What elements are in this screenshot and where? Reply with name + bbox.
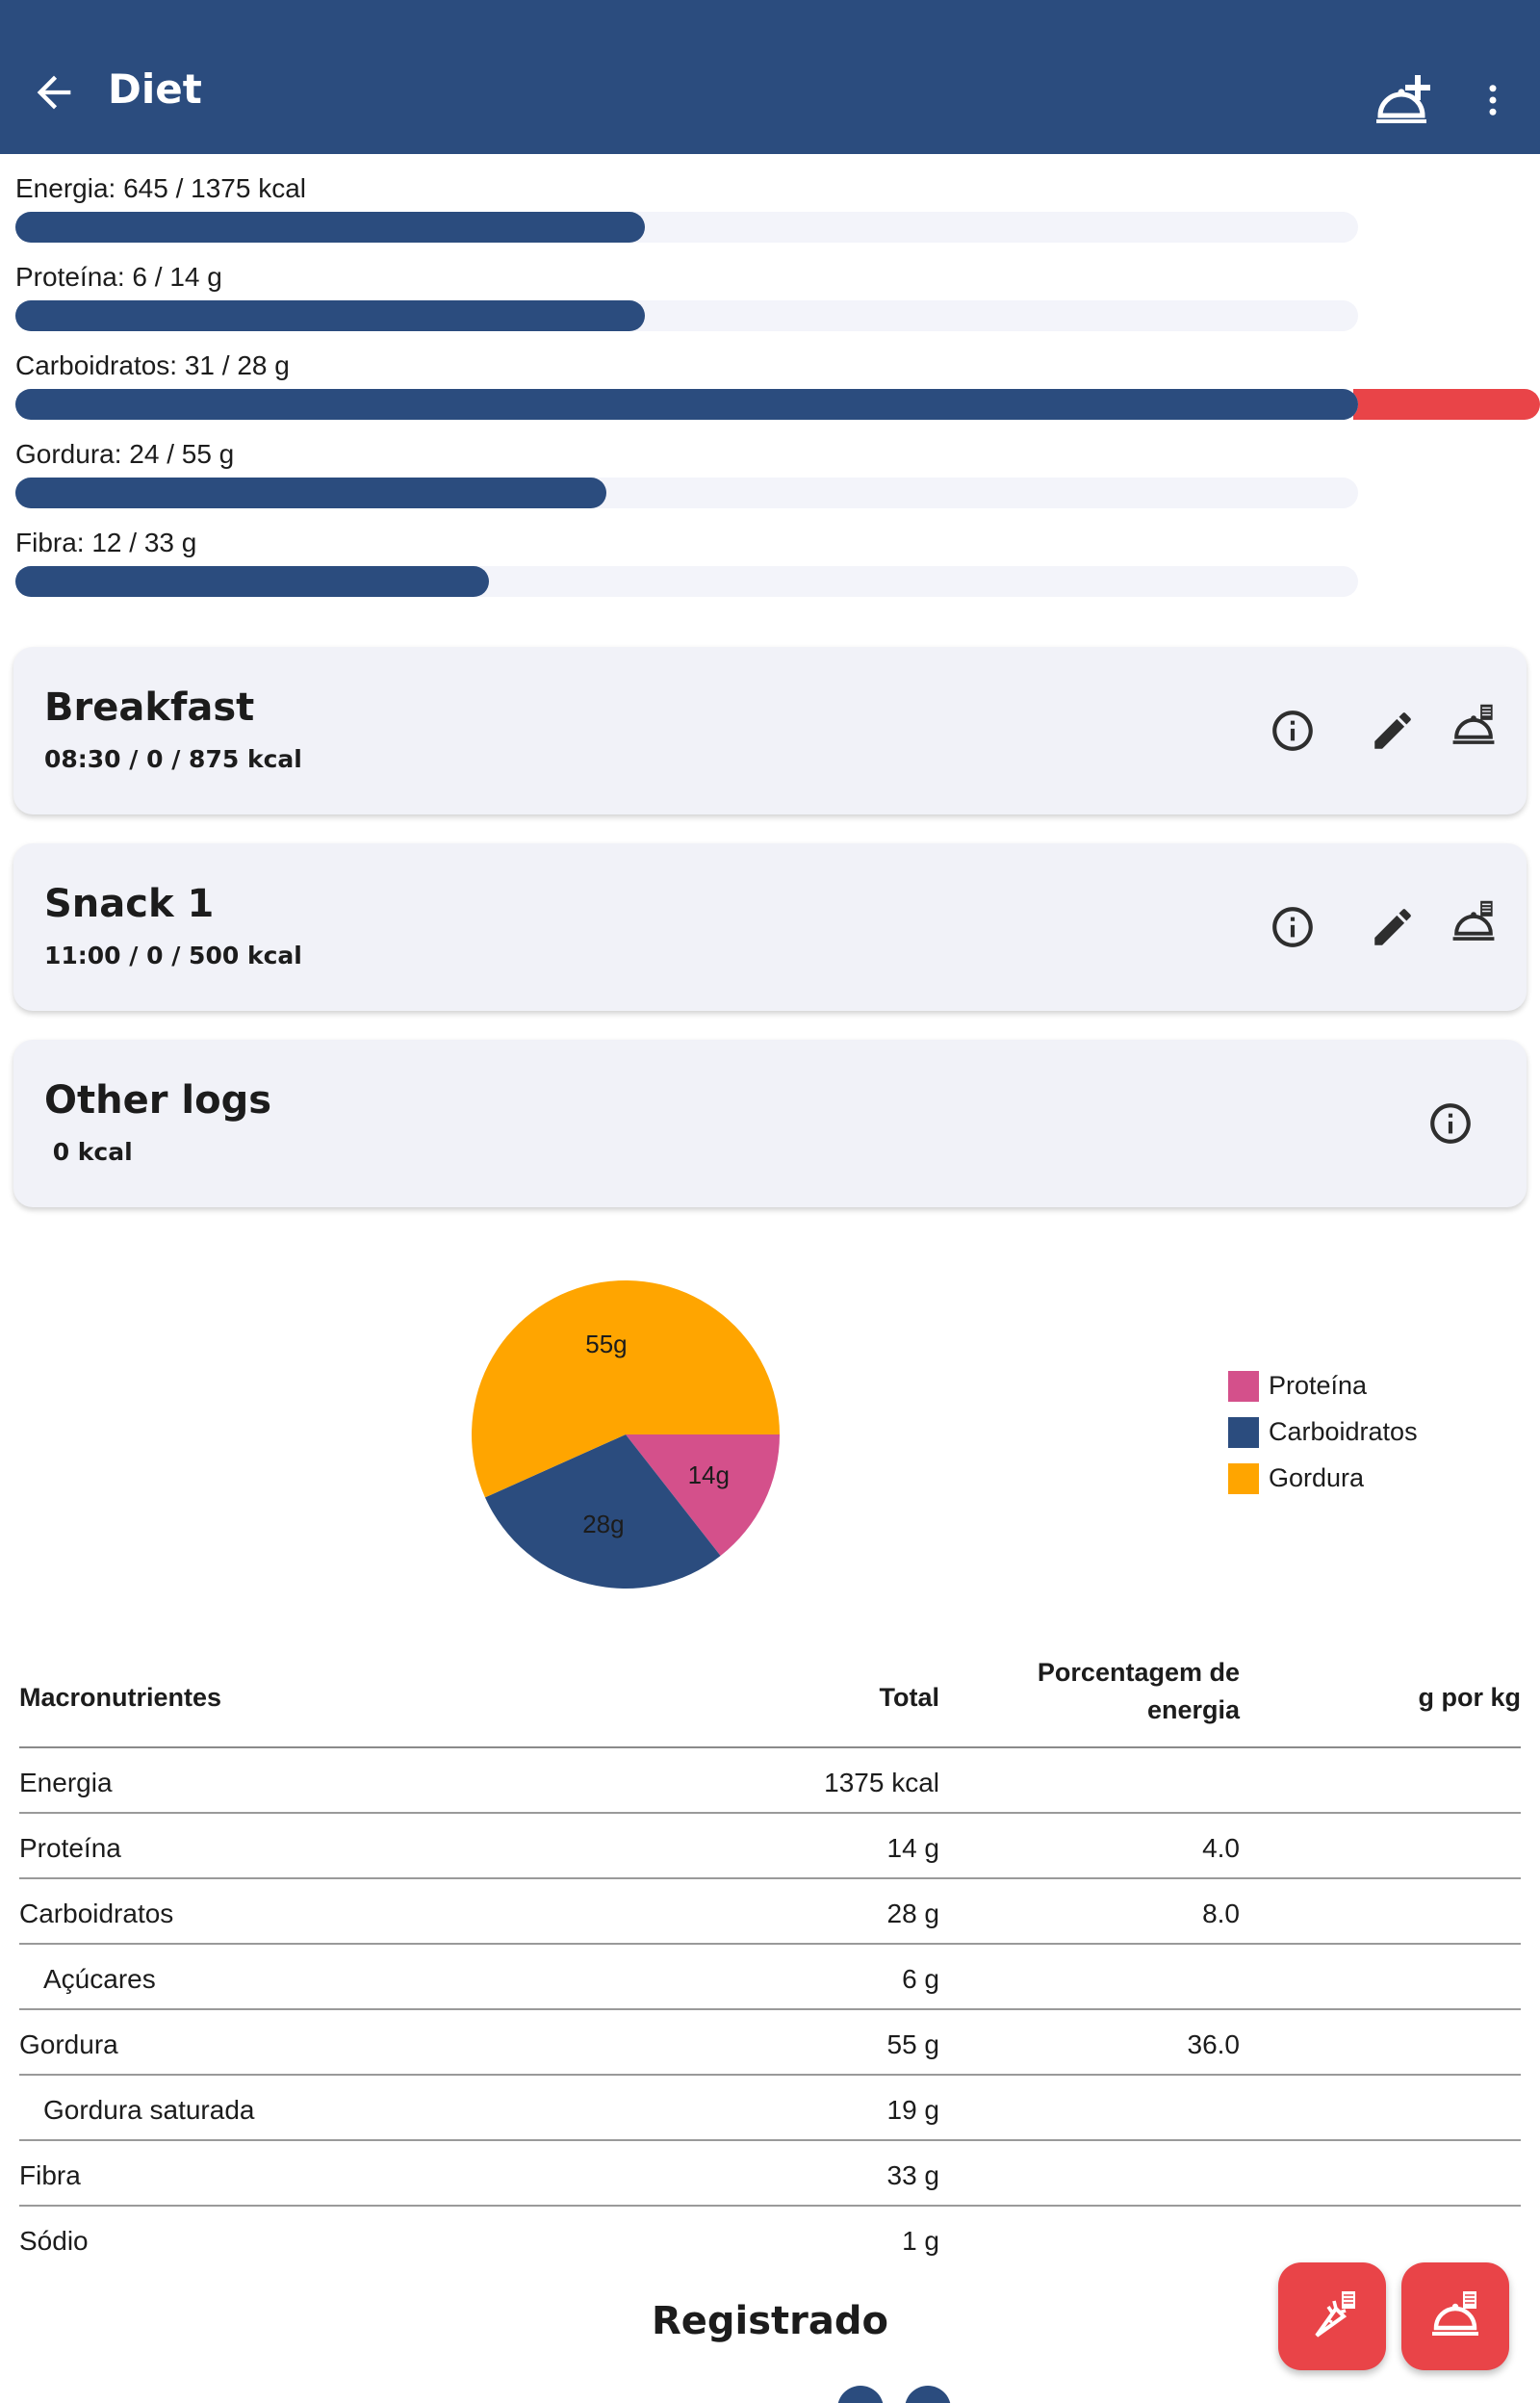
table-row: Carboidratos 28 g 8.0 [19, 1879, 1521, 1945]
progress-track [15, 478, 1358, 508]
progress-track [15, 300, 1358, 331]
header-total: Total [879, 1683, 940, 1712]
log-meal-button[interactable] [1401, 2262, 1509, 2370]
legend-label: Proteína [1269, 1371, 1368, 1400]
row-pct: 8.0 [1202, 1899, 1240, 1928]
add-meal-icon[interactable] [1371, 73, 1432, 131]
progress-overflow [1353, 389, 1540, 420]
legend-label: Carboidratos [1269, 1417, 1418, 1446]
meal-subtitle: 11:00 / 0 / 500 kcal [44, 942, 302, 969]
row-name: Gordura [19, 2029, 118, 2059]
nutrient-progress-list: Energia: 645 / 1375 kcal Proteína: 6 / 1… [15, 169, 1540, 612]
legend-swatch [1228, 1463, 1259, 1494]
meal-subtitle: 08:30 / 0 / 875 kcal [44, 745, 302, 773]
meal-name: Other logs [44, 1078, 272, 1123]
table-row: Açúcares 6 g [19, 1945, 1521, 2010]
pie-slice-label: 55g [585, 1330, 627, 1358]
row-total: 19 g [886, 2095, 940, 2125]
meal-subtitle: 0 kcal [44, 1138, 133, 1166]
logged-item-avatar[interactable] [905, 2386, 951, 2403]
row-pct: 4.0 [1202, 1833, 1240, 1863]
nutrient-bar-energia: Energia: 645 / 1375 kcal [15, 169, 1527, 258]
row-total: 6 g [902, 1964, 939, 1994]
logged-item-avatar[interactable] [837, 2386, 884, 2403]
row-name: Gordura saturada [43, 2095, 255, 2125]
row-total: 33 g [886, 2160, 940, 2190]
nutrient-label: Fibra: 12 / 33 g [15, 528, 197, 557]
edit-icon[interactable] [1369, 707, 1417, 755]
header-macronutrientes: Macronutrientes [19, 1683, 222, 1712]
header-g-por-kg: g por kg [1418, 1683, 1522, 1712]
table-row: Fibra 33 g [19, 2141, 1521, 2207]
table-row: Gordura saturada 19 g [19, 2076, 1521, 2141]
progress-fill [15, 300, 645, 331]
nutrient-label: Gordura: 24 / 55 g [15, 439, 235, 469]
nutrient-label: Energia: 645 / 1375 kcal [15, 173, 306, 203]
macro-pie-chart: 14g 28g 55g [472, 1280, 780, 1589]
info-icon[interactable] [1269, 903, 1317, 951]
legend-swatch [1228, 1371, 1259, 1402]
log-meal-icon [1432, 2291, 1478, 2336]
meal-card-breakfast[interactable]: Breakfast 08:30 / 0 / 875 kcal [13, 647, 1527, 814]
edit-icon[interactable] [1369, 903, 1417, 951]
nutrient-label: Proteína: 6 / 14 g [15, 262, 222, 292]
progress-fill [15, 478, 606, 508]
nutrient-bar-gordura: Gordura: 24 / 55 g [15, 435, 1527, 524]
row-total: 28 g [886, 1899, 940, 1928]
pie-slice-carboidratos [484, 1434, 721, 1589]
row-name: Fibra [19, 2160, 81, 2190]
log-meal-icon[interactable] [1450, 899, 1498, 947]
more-vert-icon[interactable] [1473, 75, 1513, 125]
row-name: Proteína [19, 1833, 121, 1863]
nutrient-bar-carboidratos: Carboidratos: 31 / 28 g [15, 347, 1540, 435]
pie-slice-label: 14g [688, 1460, 730, 1489]
row-name: Sódio [19, 2226, 89, 2256]
legend-swatch [1228, 1417, 1259, 1448]
progress-fill [15, 212, 645, 243]
row-total: 55 g [886, 2029, 940, 2059]
row-name: Carboidratos [19, 1899, 174, 1928]
meal-name: Breakfast [44, 685, 255, 730]
page-title: Diet [108, 65, 202, 113]
table-row: Energia 1375 kcal [19, 1748, 1521, 1814]
table-row: Sódio 1 g [19, 2207, 1521, 2272]
pie-slice-protena [626, 1434, 780, 1557]
progress-track [15, 566, 1358, 597]
table-row: Gordura 55 g 36.0 [19, 2010, 1521, 2076]
macro-table: Macronutrientes Total Porcentagem de ene… [19, 1648, 1521, 2272]
header-porcentagem: Porcentagem de energia [1038, 1658, 1240, 1725]
legend-label: Gordura [1269, 1463, 1365, 1492]
meal-card-snack-1[interactable]: Snack 1 11:00 / 0 / 500 kcal [13, 843, 1527, 1011]
log-meal-icon[interactable] [1450, 703, 1498, 751]
pie-slice-label: 28g [582, 1510, 624, 1538]
pie-slice-gordura [472, 1280, 780, 1498]
info-icon[interactable] [1426, 1099, 1475, 1148]
progress-track [15, 389, 1358, 420]
meal-card-other-logs[interactable]: Other logs 0 kcal [13, 1040, 1527, 1207]
nutrient-bar-fibra: Fibra: 12 / 33 g [15, 524, 1527, 612]
meal-name: Snack 1 [44, 882, 215, 926]
logged-section-title: Registrado [651, 2299, 889, 2343]
header-porcentagem-line1: Porcentagem de [1037, 1658, 1240, 1687]
row-total: 1375 kcal [824, 1768, 939, 1797]
table-row: Proteína 14 g 4.0 [19, 1814, 1521, 1879]
log-ingredient-icon [1315, 2291, 1355, 2338]
log-ingredient-button[interactable] [1278, 2262, 1386, 2370]
info-icon[interactable] [1269, 707, 1317, 755]
progress-fill [15, 389, 1358, 420]
nutrient-label: Carboidratos: 31 / 28 g [15, 350, 290, 380]
row-pct: 36.0 [1187, 2029, 1241, 2059]
table-header: Macronutrientes Total Porcentagem de ene… [19, 1648, 1521, 1748]
app-bar: Diet [0, 0, 1540, 154]
row-total: 1 g [902, 2226, 939, 2256]
header-porcentagem-line2: energia [1146, 1695, 1240, 1724]
nutrient-bar-proteina: Proteína: 6 / 14 g [15, 258, 1527, 347]
row-name: Açúcares [43, 1964, 156, 1994]
progress-fill [15, 566, 489, 597]
progress-track [15, 212, 1358, 243]
row-total: 14 g [886, 1833, 940, 1863]
row-name: Energia [19, 1768, 113, 1797]
arrow-back-icon[interactable] [29, 67, 79, 117]
